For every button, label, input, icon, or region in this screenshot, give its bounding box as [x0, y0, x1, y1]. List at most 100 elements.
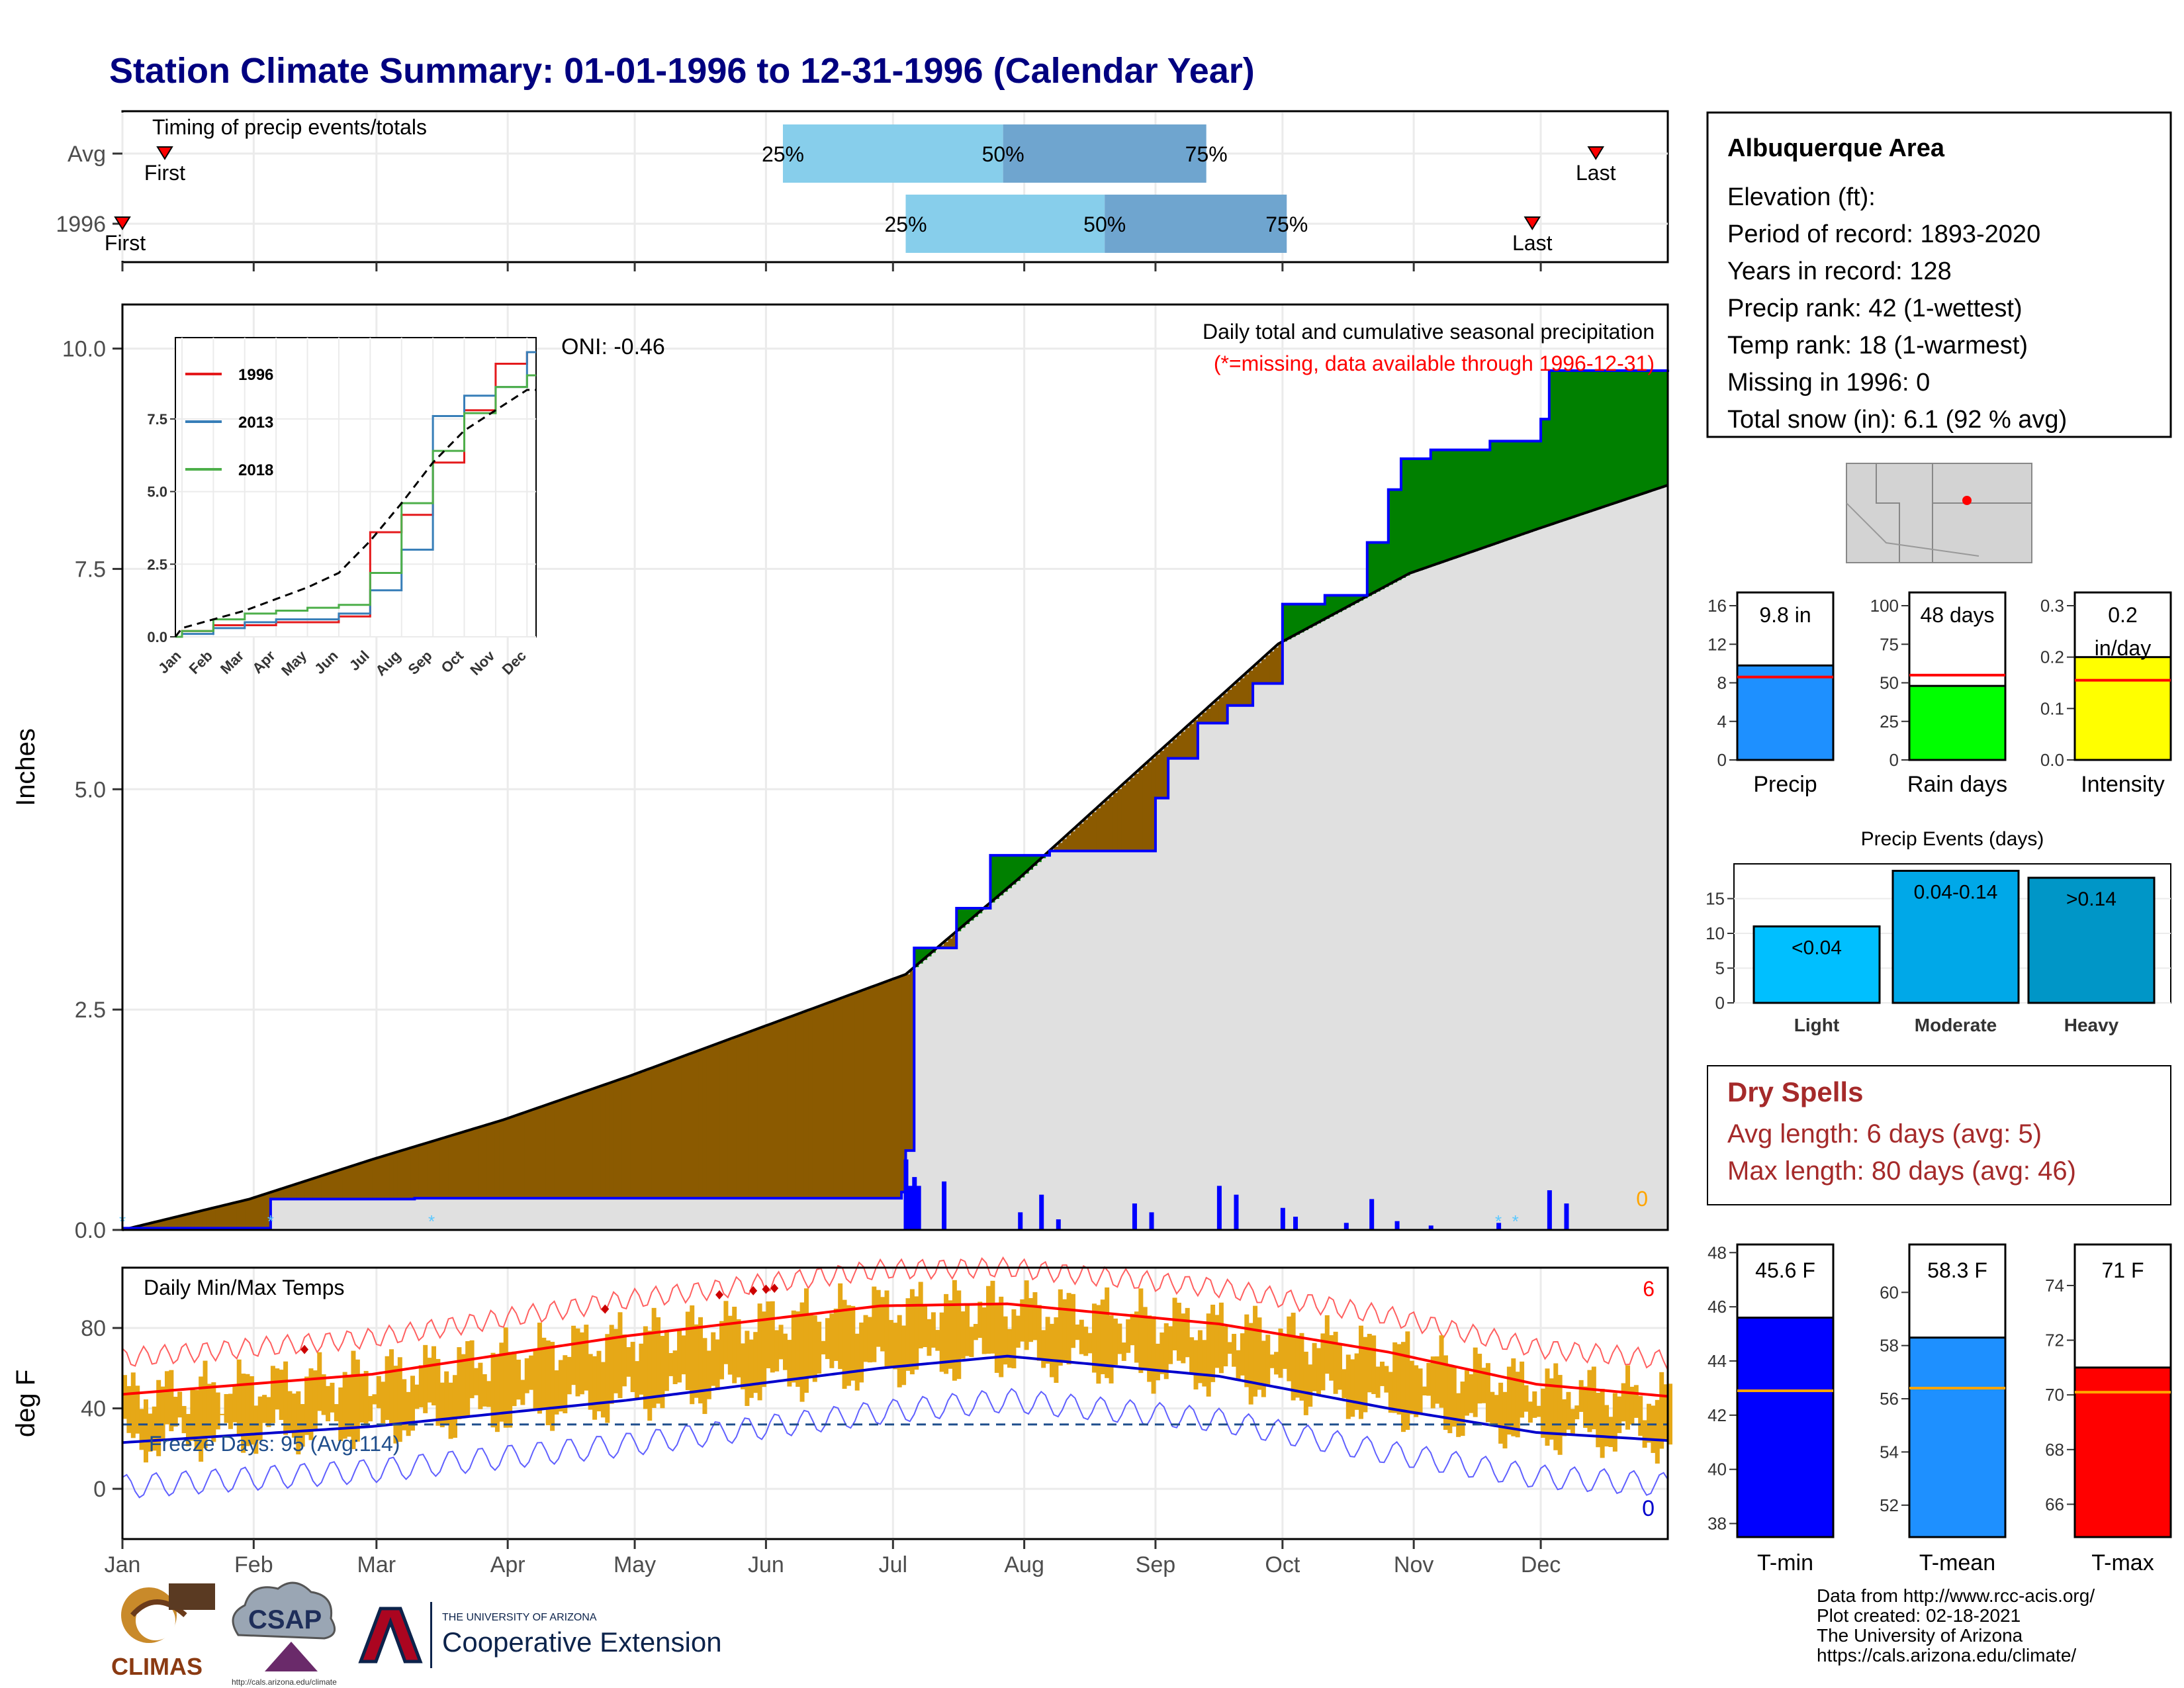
daily-temp-bar [1511, 1358, 1516, 1436]
deficit-area [482, 1126, 487, 1199]
daily-temp-bar [296, 1391, 301, 1455]
deficit-area [698, 1051, 704, 1199]
deficit-area [181, 1215, 187, 1229]
deficit-area [660, 1064, 665, 1199]
summary-value-label: 48 days [1920, 603, 1994, 627]
daily-temp-bar [203, 1360, 208, 1448]
deficit-area [575, 1094, 580, 1199]
daily-temp-bar [846, 1305, 851, 1386]
daily-temp-bar [1244, 1314, 1250, 1387]
normal-max-line [122, 1302, 1668, 1398]
daily-temp-bar [639, 1343, 644, 1395]
daily-temp-bar [1176, 1302, 1181, 1361]
climas-logo-text: CLIMAS [111, 1653, 203, 1680]
deficit-area [494, 1122, 500, 1199]
surplus-area [1282, 604, 1287, 642]
dry-spells-title: Dry Spells [1727, 1076, 1863, 1107]
daily-temp-bar [1151, 1316, 1156, 1394]
deficit-area [1248, 670, 1253, 706]
surplus-area [1659, 370, 1664, 489]
snow-marker: * [428, 1211, 435, 1231]
daily-temp-bar [1481, 1368, 1486, 1403]
precip-subtitle: (*=missing, data available through 1996-… [1214, 352, 1655, 375]
daily-temp-bar [614, 1329, 619, 1393]
deficit-area [842, 998, 847, 1199]
daily-temp-bar [1350, 1359, 1355, 1417]
first-label: First [144, 161, 185, 185]
event-category-label: Heavy [2064, 1015, 2119, 1035]
daily-temp-bar [732, 1307, 737, 1383]
deficit-area [1163, 747, 1169, 798]
deficit-area [516, 1115, 521, 1199]
daily-temp-bar [478, 1362, 483, 1409]
deficit-area [757, 1029, 762, 1199]
deficit-area [630, 1076, 635, 1199]
daily-temp-bar [833, 1308, 839, 1361]
deficit-area [778, 1021, 784, 1199]
deficit-area [541, 1106, 547, 1199]
month-tick-label: Feb [234, 1552, 273, 1577]
daily-temp-bar [1549, 1378, 1554, 1440]
surplus-area [914, 947, 919, 968]
daily-temp-bar [1282, 1335, 1287, 1369]
deficit-area [164, 1219, 169, 1229]
daily-temp-bar [1490, 1391, 1495, 1425]
deficit-area [478, 1127, 483, 1199]
surplus-area [1553, 370, 1559, 524]
daily-temp-bar [448, 1382, 453, 1439]
deficit-area [1189, 724, 1195, 759]
surplus-area [1642, 370, 1647, 494]
daily-temp-bar [554, 1370, 559, 1415]
daily-temp-bar [423, 1344, 428, 1413]
timing-pct-label: 50% [982, 142, 1024, 166]
precip-title: Daily total and cumulative seasonal prec… [1203, 320, 1655, 344]
temp-bar-label: T-max [2091, 1550, 2154, 1575]
surplus-area [1536, 441, 1541, 530]
daily-temp-bar [1261, 1340, 1266, 1397]
summary-bar-label: Precip [1753, 772, 1817, 797]
daily-temp-bar [1287, 1316, 1292, 1382]
deficit-area [389, 1154, 394, 1199]
daily-temp-bar [1062, 1299, 1068, 1362]
deficit-area [1058, 843, 1063, 851]
station-info-line: Temp rank: 18 (1-warmest) [1727, 332, 2028, 359]
deficit-area [444, 1137, 449, 1199]
daily-temp-bar [439, 1382, 445, 1428]
surplus-area [1515, 441, 1520, 537]
deficit-area [1240, 678, 1245, 706]
daily-temp-bar [185, 1414, 191, 1446]
event-value-label: <0.04 [1792, 937, 1842, 959]
deficit-area [605, 1084, 610, 1199]
daily-temp-bar [173, 1397, 178, 1427]
surplus-area [1388, 489, 1393, 585]
deficit-area [423, 1144, 428, 1199]
daily-temp-bar [330, 1382, 335, 1413]
deficit-area [672, 1060, 678, 1199]
deficit-area [439, 1139, 445, 1199]
surplus-area [1502, 441, 1508, 541]
surplus-area [1638, 370, 1643, 495]
summary-bar [1908, 684, 2007, 761]
deficit-area [846, 996, 851, 1199]
deficit-area [432, 1141, 436, 1199]
daily-temp-bar [842, 1299, 847, 1389]
timing-bar-50-75 [1105, 195, 1287, 253]
daily-temp-bar [1439, 1335, 1444, 1408]
deficit-area [761, 1027, 766, 1199]
temp-bar-tick: 38 [1707, 1514, 1727, 1534]
deficit-area [741, 1035, 745, 1199]
daily-temp-bar [558, 1360, 563, 1412]
deficit-area [727, 1039, 733, 1199]
deficit-area [291, 1185, 296, 1199]
daily-temp-bar [808, 1314, 813, 1379]
daily-precip-bar [1132, 1203, 1137, 1230]
daily-temp-bar [778, 1325, 784, 1360]
deficit-area [1181, 731, 1186, 759]
event-value-label: 0.04-0.14 [1914, 882, 1998, 904]
timing-bar-25-50 [905, 195, 1105, 253]
daily-temp-bar [664, 1330, 669, 1391]
daily-temp-bar [825, 1318, 830, 1360]
surplus-area [1342, 595, 1347, 610]
deficit-area [825, 1004, 830, 1199]
